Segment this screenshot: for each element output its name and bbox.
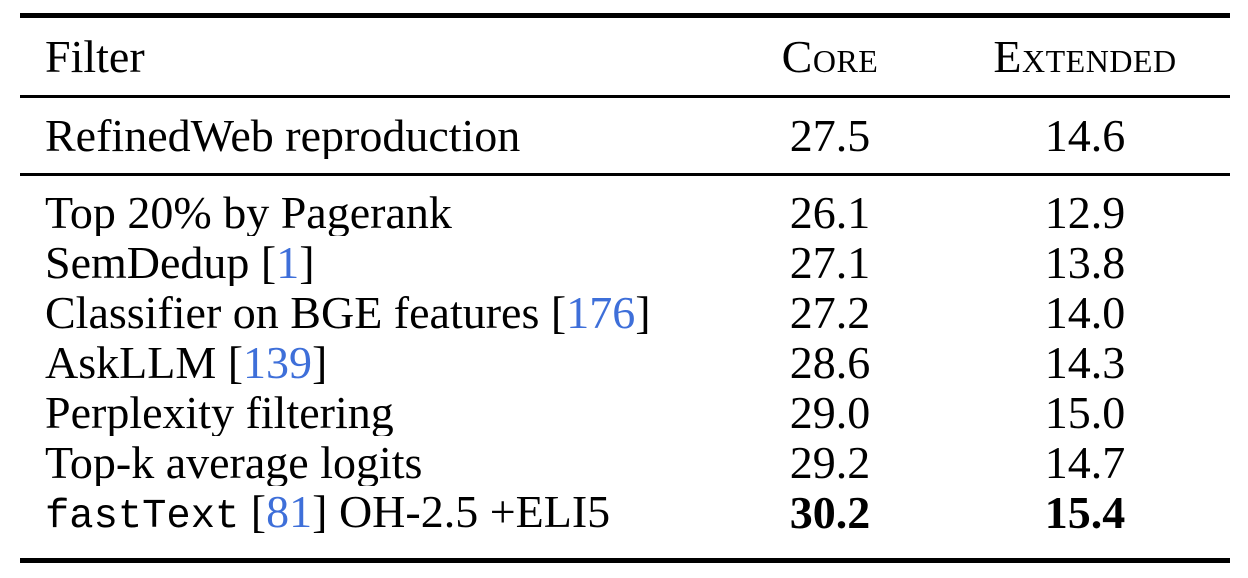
- extended-value: 15.0: [1044, 387, 1126, 438]
- filter-label-part: ] OH-2.5 +ELI5: [312, 488, 611, 537]
- filter-cell: fastText [81] OH-2.5 +ELI5: [20, 489, 720, 537]
- core-value: 29.0: [789, 387, 871, 438]
- filter-label-part: Top-k average logits: [45, 440, 423, 486]
- baseline-section: RefinedWeb reproduction 27.5 14.6: [20, 98, 1230, 173]
- core-value: 28.6: [789, 337, 871, 388]
- table-bottom-rule: [20, 558, 1230, 563]
- filter-label-part: ]: [312, 340, 328, 386]
- core-value: 29.2: [789, 437, 871, 488]
- filter-cell: RefinedWeb reproduction: [20, 113, 720, 159]
- citation-link[interactable]: 1: [276, 240, 300, 286]
- filter-cell: Perplexity filtering: [20, 390, 720, 436]
- core-value: 27.5: [789, 109, 871, 161]
- table-row: fastText [81] OH-2.5 +ELI5 30.2 15.4: [20, 488, 1230, 538]
- filters-section: Top 20% by Pagerank 26.1 12.9 SemDedup [1] 2…: [20, 176, 1230, 558]
- core-value: 30.2: [789, 487, 871, 538]
- extended-value: 14.7: [1044, 437, 1126, 488]
- filter-label-part: ]: [299, 240, 315, 286]
- filter-label-part: Perplexity filtering: [45, 390, 394, 436]
- extended-value: 15.4: [1044, 487, 1126, 538]
- core-value: 27.2: [789, 287, 871, 338]
- table-row: SemDedup [1] 27.1 13.8: [20, 238, 1230, 288]
- table-row: Classifier on BGE features [176] 27.2 14.0: [20, 288, 1230, 338]
- filter-label-part: Classifier on BGE features [: [45, 290, 567, 336]
- header-core: Core: [781, 30, 879, 82]
- extended-value: 12.9: [1044, 187, 1126, 238]
- header-extended: Extended: [993, 30, 1177, 82]
- filter-cell: Top 20% by Pagerank: [20, 190, 720, 236]
- filter-label-part: [: [239, 488, 267, 537]
- table-row: Top-k average logits 29.2 14.7: [20, 438, 1230, 488]
- table-row: Top 20% by Pagerank 26.1 12.9: [20, 188, 1230, 238]
- filter-label-part: SemDedup [: [45, 240, 277, 286]
- table-row: AskLLM [139] 28.6 14.3: [20, 338, 1230, 388]
- header-filter: Filter: [45, 33, 145, 80]
- extended-value: 13.8: [1044, 237, 1126, 288]
- section-separator-rule: [20, 173, 1230, 176]
- core-value: 26.1: [789, 187, 871, 238]
- filter-label-part: ]: [635, 290, 651, 336]
- results-table: Filter Core Extended RefinedWeb reproduc…: [20, 13, 1230, 563]
- filter-label-part: Top 20% by Pagerank: [45, 190, 452, 236]
- citation-link[interactable]: 81: [266, 488, 313, 537]
- filter-label-part: AskLLM [: [45, 340, 244, 386]
- extended-value: 14.6: [1044, 109, 1126, 161]
- table-header-row: Filter Core Extended: [20, 18, 1230, 95]
- filter-cell: Classifier on BGE features [176]: [20, 290, 720, 336]
- table-row: Perplexity filtering 29.0 15.0: [20, 388, 1230, 438]
- filter-label-part: RefinedWeb reproduction: [45, 112, 521, 159]
- filter-cell: Top-k average logits: [20, 440, 720, 486]
- code-text: fastText: [45, 493, 240, 538]
- filter-cell: SemDedup [1]: [20, 240, 720, 286]
- header-separator-rule: [20, 95, 1230, 98]
- core-value: 27.1: [789, 237, 871, 288]
- table-top-rule: [20, 13, 1230, 18]
- extended-value: 14.0: [1044, 287, 1126, 338]
- extended-value: 14.3: [1044, 337, 1126, 388]
- table-row: RefinedWeb reproduction 27.5 14.6: [20, 98, 1230, 173]
- filter-cell: AskLLM [139]: [20, 340, 720, 386]
- citation-link[interactable]: 176: [566, 290, 636, 336]
- citation-link[interactable]: 139: [243, 340, 313, 386]
